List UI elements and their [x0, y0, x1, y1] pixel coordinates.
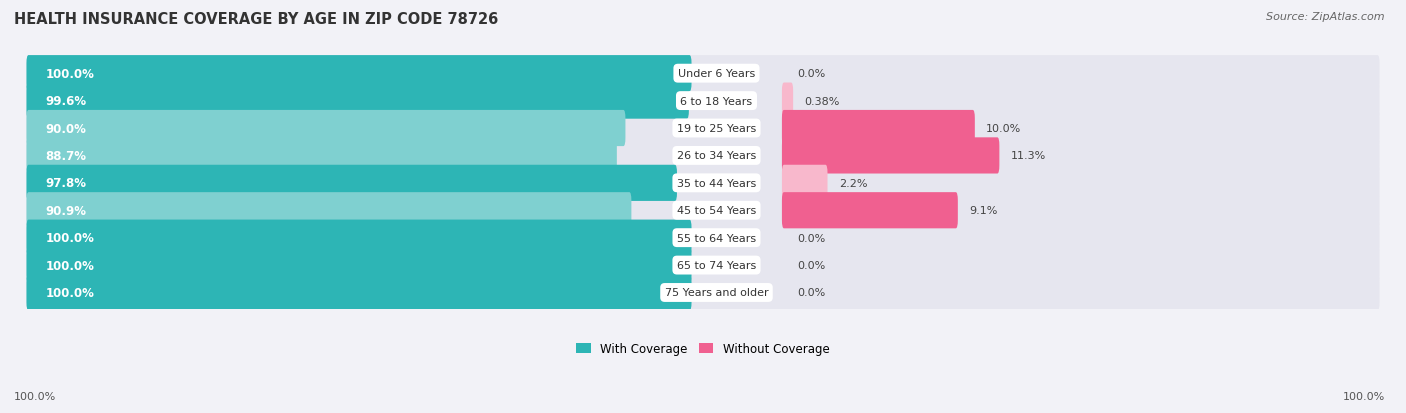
Text: 10.0%: 10.0%: [986, 124, 1022, 134]
FancyBboxPatch shape: [27, 247, 692, 283]
Text: 100.0%: 100.0%: [45, 259, 94, 272]
Text: 90.9%: 90.9%: [45, 204, 86, 217]
Text: Source: ZipAtlas.com: Source: ZipAtlas.com: [1267, 12, 1385, 22]
FancyBboxPatch shape: [782, 165, 828, 202]
FancyBboxPatch shape: [27, 220, 1379, 256]
Text: 6 to 18 Years: 6 to 18 Years: [681, 96, 752, 106]
FancyBboxPatch shape: [27, 247, 1379, 283]
FancyBboxPatch shape: [27, 138, 617, 174]
Text: 0.0%: 0.0%: [797, 288, 825, 298]
FancyBboxPatch shape: [27, 193, 1379, 229]
Text: HEALTH INSURANCE COVERAGE BY AGE IN ZIP CODE 78726: HEALTH INSURANCE COVERAGE BY AGE IN ZIP …: [14, 12, 498, 27]
FancyBboxPatch shape: [27, 111, 626, 147]
Text: 0.0%: 0.0%: [797, 261, 825, 271]
Text: 90.0%: 90.0%: [45, 122, 86, 135]
FancyBboxPatch shape: [782, 138, 1000, 174]
Legend: With Coverage, Without Coverage: With Coverage, Without Coverage: [572, 337, 834, 360]
Text: 19 to 25 Years: 19 to 25 Years: [676, 124, 756, 134]
Text: 11.3%: 11.3%: [1011, 151, 1046, 161]
FancyBboxPatch shape: [27, 193, 631, 229]
Text: 0.0%: 0.0%: [797, 69, 825, 79]
Text: 45 to 54 Years: 45 to 54 Years: [676, 206, 756, 216]
FancyBboxPatch shape: [782, 193, 957, 229]
FancyBboxPatch shape: [27, 83, 1379, 119]
FancyBboxPatch shape: [27, 56, 1379, 92]
FancyBboxPatch shape: [27, 275, 1379, 311]
Text: 55 to 64 Years: 55 to 64 Years: [676, 233, 756, 243]
FancyBboxPatch shape: [782, 111, 974, 147]
FancyBboxPatch shape: [27, 56, 692, 92]
FancyBboxPatch shape: [27, 138, 1379, 174]
Text: 35 to 44 Years: 35 to 44 Years: [676, 178, 756, 188]
Text: 65 to 74 Years: 65 to 74 Years: [676, 261, 756, 271]
Text: 100.0%: 100.0%: [14, 391, 56, 401]
Text: 97.8%: 97.8%: [45, 177, 86, 190]
FancyBboxPatch shape: [27, 165, 1379, 202]
Text: 0.0%: 0.0%: [797, 233, 825, 243]
Text: 2.2%: 2.2%: [839, 178, 868, 188]
Text: 88.7%: 88.7%: [45, 150, 86, 163]
Text: Under 6 Years: Under 6 Years: [678, 69, 755, 79]
Text: 75 Years and older: 75 Years and older: [665, 288, 768, 298]
FancyBboxPatch shape: [27, 83, 689, 119]
Text: 0.38%: 0.38%: [804, 96, 839, 106]
FancyBboxPatch shape: [27, 220, 692, 256]
Text: 100.0%: 100.0%: [45, 232, 94, 244]
Text: 9.1%: 9.1%: [969, 206, 998, 216]
Text: 100.0%: 100.0%: [45, 286, 94, 299]
FancyBboxPatch shape: [782, 83, 793, 119]
Text: 100.0%: 100.0%: [1343, 391, 1385, 401]
FancyBboxPatch shape: [27, 111, 1379, 147]
Text: 26 to 34 Years: 26 to 34 Years: [676, 151, 756, 161]
Text: 100.0%: 100.0%: [45, 68, 94, 81]
FancyBboxPatch shape: [27, 275, 692, 311]
Text: 99.6%: 99.6%: [45, 95, 87, 108]
FancyBboxPatch shape: [27, 165, 678, 202]
